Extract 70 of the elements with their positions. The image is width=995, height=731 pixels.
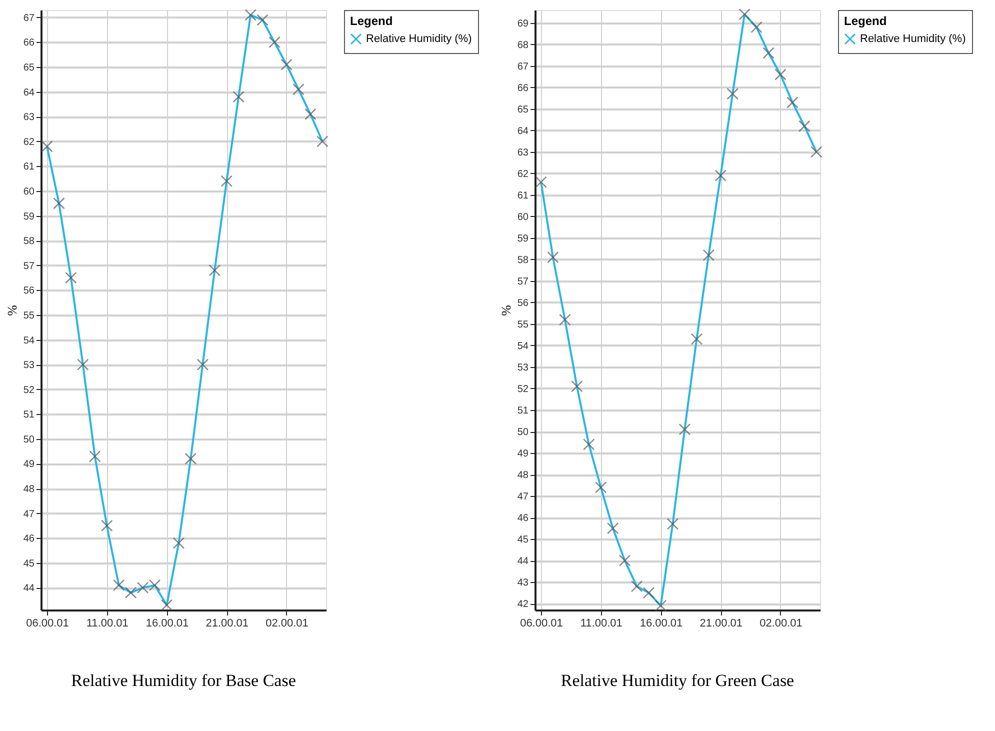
x-tick-label: 16.00.01 [640, 618, 683, 630]
y-tick-label: 51 [23, 410, 35, 421]
y-tick-label: 53 [517, 362, 529, 374]
y-tick-label: 49 [517, 448, 529, 460]
y-tick-label: 64 [23, 87, 35, 98]
y-tick-label: 44 [23, 583, 35, 594]
x-tick-label: 02.00.01 [760, 618, 802, 630]
y-tick-label: 48 [517, 470, 529, 482]
y-tick-label: 63 [517, 147, 529, 158]
x-tick-label: 21.00.01 [206, 618, 249, 630]
y-tick-label: 44 [517, 556, 529, 568]
y-tick-label: 58 [23, 236, 35, 248]
y-tick-label: 57 [23, 260, 35, 272]
y-tick-label: 47 [517, 492, 529, 503]
y-tick-label: 69 [517, 18, 529, 30]
y-tick-label: 60 [517, 212, 529, 223]
y-tick-label: 67 [517, 61, 529, 72]
y-tick-label: 68 [517, 40, 529, 51]
y-tick-label: 50 [517, 427, 529, 438]
legend-label: Relative Humidity (%) [366, 33, 472, 45]
y-tick-label: 56 [517, 298, 529, 309]
y-tick-label: 55 [517, 319, 529, 330]
y-tick-label: 53 [23, 360, 35, 372]
y-tick-label: 58 [517, 254, 529, 266]
y-tick-label: 46 [23, 534, 35, 545]
x-tick-label: 06.00.01 [26, 618, 69, 630]
y-tick-label: 57 [517, 276, 529, 288]
y-tick-label: 52 [517, 384, 529, 395]
legend-label: Relative Humidity (%) [860, 33, 966, 45]
x-tick-label: 06.00.01 [520, 618, 563, 630]
y-axis-title: % [498, 304, 514, 316]
y-tick-label: 60 [23, 186, 35, 198]
x-tick-label: 02.00.01 [266, 618, 308, 630]
y-tick-label: 61 [517, 190, 529, 202]
y-tick-label: 46 [517, 513, 529, 524]
text: Relative Humidity for Green Case [560, 671, 794, 690]
y-tick-label: 66 [23, 38, 35, 49]
y-tick-label: 56 [23, 286, 35, 297]
y-tick-label: 65 [517, 104, 529, 116]
y-tick-label: 42 [517, 599, 529, 610]
legend-title: Legend [350, 14, 393, 28]
y-tick-label: 45 [517, 534, 529, 546]
y-tick-label: 50 [23, 434, 35, 446]
y-tick-label: 59 [23, 211, 35, 222]
x-tick-label: 11.00.01 [86, 618, 128, 630]
y-tick-label: 66 [517, 82, 529, 94]
y-tick-label: 47 [23, 508, 35, 520]
y-tick-label: 61 [23, 162, 35, 173]
legend-title: Legend [844, 14, 887, 28]
y-tick-label: 65 [23, 62, 35, 74]
y-tick-label: 52 [23, 384, 35, 396]
y-tick-label: 64 [517, 126, 529, 137]
y-tick-label: 49 [23, 459, 35, 470]
y-tick-label: 59 [517, 233, 529, 244]
y-tick-label: 63 [23, 112, 35, 124]
y-tick-label: 67 [23, 12, 35, 24]
y-tick-label: 48 [23, 484, 35, 496]
y-tick-label: 62 [23, 136, 35, 148]
y-tick-label: 62 [517, 168, 529, 180]
y-tick-label: 54 [23, 335, 35, 346]
y-tick-label: 43 [517, 578, 529, 589]
y-tick-label: 55 [23, 310, 35, 322]
y-tick-label: 45 [23, 558, 35, 570]
x-tick-label: 21.00.01 [700, 618, 743, 630]
y-tick-label: 54 [517, 340, 529, 352]
x-tick-label: 11.00.01 [580, 618, 622, 630]
y-axis-title: % [4, 304, 20, 316]
text: Relative Humidity for Base Case [71, 671, 296, 690]
x-tick-label: 16.00.01 [146, 618, 189, 630]
y-tick-label: 51 [517, 406, 529, 416]
